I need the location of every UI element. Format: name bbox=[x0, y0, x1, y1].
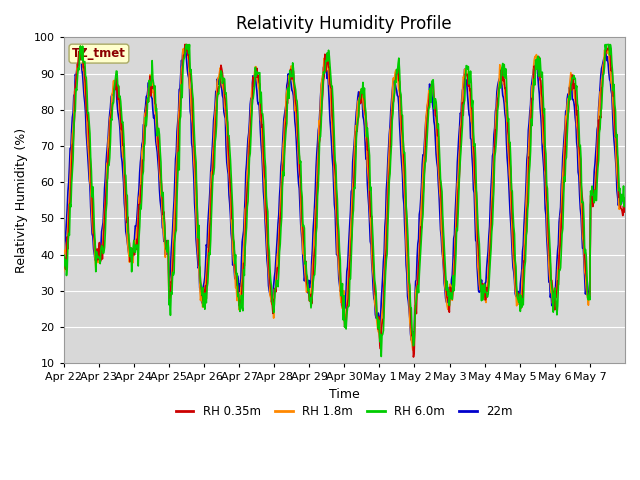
Y-axis label: Relativity Humidity (%): Relativity Humidity (%) bbox=[15, 128, 28, 273]
Title: Relativity Humidity Profile: Relativity Humidity Profile bbox=[236, 15, 452, 33]
X-axis label: Time: Time bbox=[329, 388, 360, 401]
Legend: RH 0.35m, RH 1.8m, RH 6.0m, 22m: RH 0.35m, RH 1.8m, RH 6.0m, 22m bbox=[171, 400, 518, 423]
Text: TZ_tmet: TZ_tmet bbox=[72, 47, 126, 60]
